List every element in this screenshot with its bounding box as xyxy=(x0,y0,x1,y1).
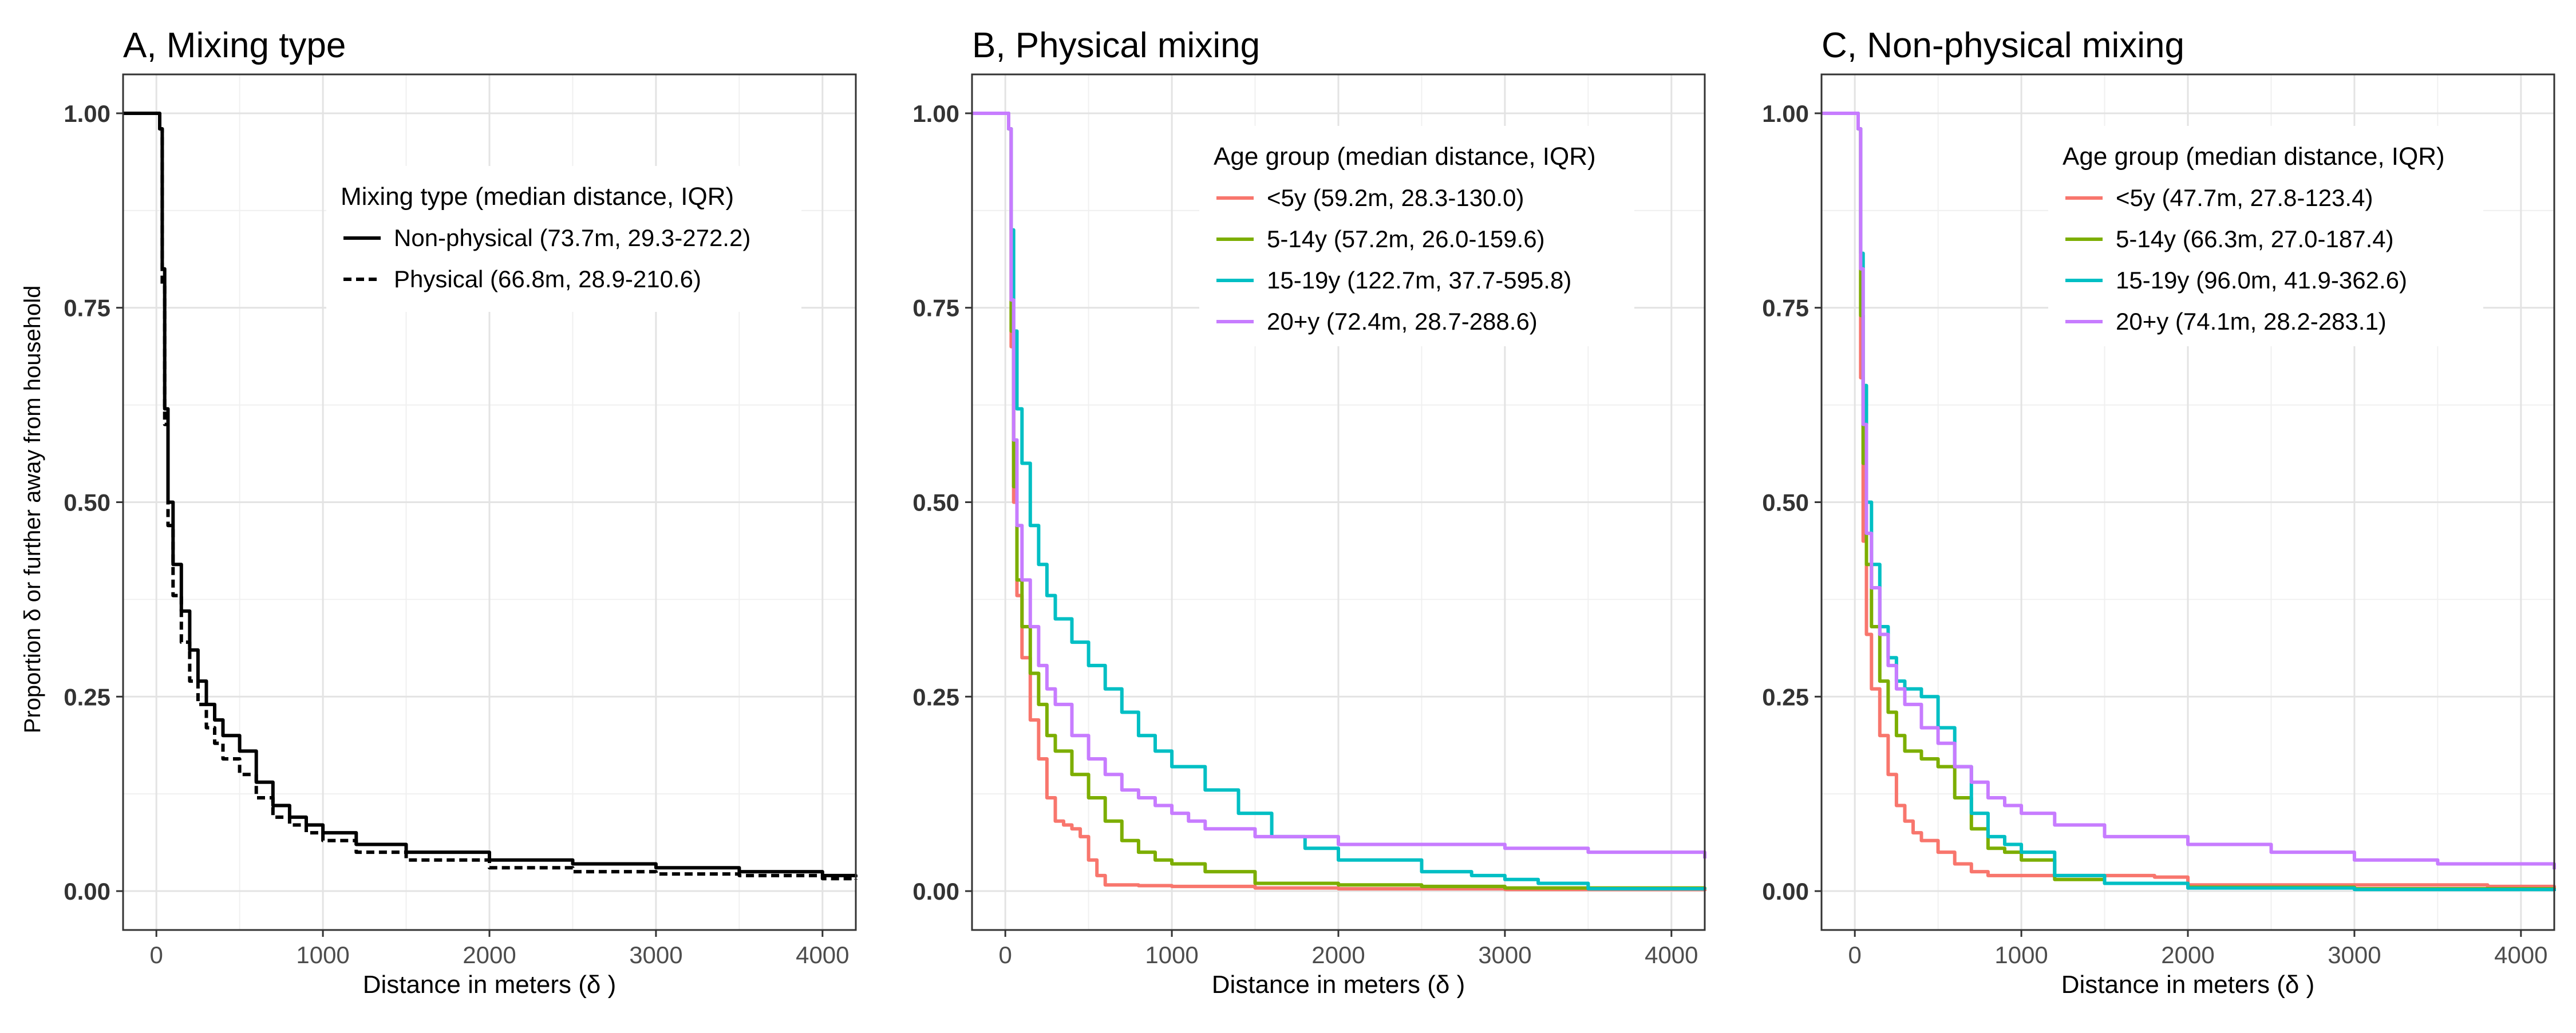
y-tick-label: 1.00 xyxy=(912,100,959,127)
y-tick-label: 0.25 xyxy=(912,683,959,710)
panel-title: A, Mixing type xyxy=(123,26,346,65)
y-tick-label: 0.00 xyxy=(1762,878,1809,905)
legend-title: Age group (median distance, IQR) xyxy=(1214,143,1596,171)
legend: Age group (median distance, IQR) <5y (59.… xyxy=(1199,126,1634,346)
x-tick-label: 3000 xyxy=(1478,941,1531,968)
x-tick-label: 1000 xyxy=(1145,941,1198,968)
x-tick-label: 0 xyxy=(150,941,163,968)
y-tick-label: 0.75 xyxy=(64,295,110,322)
x-tick-label: 4000 xyxy=(796,941,849,968)
y-tick-label: 1.00 xyxy=(1762,100,1809,127)
legend: Age group (median distance, IQR) <5y (47.… xyxy=(2048,126,2483,346)
panel-1: A, Mixing type 0 1000 2000 3000 4000 0.00 0.25 0… xyxy=(64,26,858,999)
legend-label-1: Non-physical (73.7m, 29.3-272.2) xyxy=(394,224,750,251)
legend-label-4: 20+y (74.1m, 28.2-283.1) xyxy=(2116,308,2387,335)
legend-label-2: Physical (66.8m, 28.9-210.6) xyxy=(394,266,701,292)
y-tick-label: 0.00 xyxy=(64,878,110,905)
y-tick-label: 0.50 xyxy=(64,489,110,516)
x-tick-label: 3000 xyxy=(629,941,682,968)
x-tick-label: 2000 xyxy=(2161,941,2214,968)
series-line-4 xyxy=(1822,112,2556,869)
x-tick-label: 2000 xyxy=(463,941,516,968)
x-tick-label: 3000 xyxy=(2328,941,2381,968)
x-tick-label: 0 xyxy=(1848,941,1862,968)
series-line-1 xyxy=(123,112,858,877)
panel-title: B, Physical mixing xyxy=(972,26,1260,65)
y-tick-label: 0.75 xyxy=(1762,295,1809,322)
legend-title: Age group (median distance, IQR) xyxy=(2063,143,2445,171)
legend-label-1: <5y (47.7m, 27.8-123.4) xyxy=(2116,184,2373,211)
y-tick-label: 0.50 xyxy=(912,489,959,516)
x-axis-label: Distance in meters (δ ) xyxy=(2061,971,2315,999)
panel-3: C, Non-physical mixing 0 1000 2000 3000 4000 0… xyxy=(1762,26,2556,999)
y-tick-label: 0.75 xyxy=(912,295,959,322)
x-axis-label: Distance in meters (δ ) xyxy=(363,971,617,999)
series-line-1 xyxy=(1822,112,2556,891)
y-tick-label: 0.50 xyxy=(1762,489,1809,516)
x-tick-label: 4000 xyxy=(2494,941,2547,968)
legend-label-3: 15-19y (96.0m, 41.9-362.6) xyxy=(2116,267,2407,294)
y-tick-label: 1.00 xyxy=(64,100,110,127)
series-line-1 xyxy=(972,112,1706,892)
y-tick-label: 0.25 xyxy=(1762,683,1809,710)
series-line-3 xyxy=(972,112,1706,890)
x-tick-label: 2000 xyxy=(1311,941,1365,968)
legend-background xyxy=(2048,126,2483,346)
series-line-2 xyxy=(123,112,858,881)
x-tick-label: 4000 xyxy=(1645,941,1698,968)
legend-label-4: 20+y (72.4m, 28.7-288.6) xyxy=(1267,308,1538,335)
y-tick-label: 0.00 xyxy=(912,878,959,905)
x-tick-label: 1000 xyxy=(1994,941,2048,968)
panel-title: C, Non-physical mixing xyxy=(1822,26,2184,65)
legend-label-3: 15-19y (122.7m, 37.7-595.8) xyxy=(1267,267,1571,294)
legend-label-1: <5y (59.2m, 28.3-130.0) xyxy=(1267,184,1524,211)
series-line-4 xyxy=(972,112,1706,858)
y-tick-label: 0.25 xyxy=(64,683,110,710)
figure-y-axis-label: Proportion δ or further away from househ… xyxy=(20,286,45,734)
legend-title: Mixing type (median distance, IQR) xyxy=(341,183,734,211)
x-tick-label: 0 xyxy=(999,941,1012,968)
series-line-2 xyxy=(1822,112,2556,890)
legend-label-2: 5-14y (57.2m, 26.0-159.6) xyxy=(1267,225,1545,252)
legend-label-2: 5-14y (66.3m, 27.0-187.4) xyxy=(2116,225,2394,252)
panel-2: B, Physical mixing 0 1000 2000 3000 4000 0.00 0… xyxy=(912,26,1706,999)
legend-background xyxy=(326,166,801,312)
legend-background xyxy=(1199,126,1634,346)
x-axis-label: Distance in meters (δ ) xyxy=(1212,971,1465,999)
legend: Mixing type (median distance, IQR) Non-ph… xyxy=(326,166,801,312)
x-tick-label: 1000 xyxy=(296,941,349,968)
